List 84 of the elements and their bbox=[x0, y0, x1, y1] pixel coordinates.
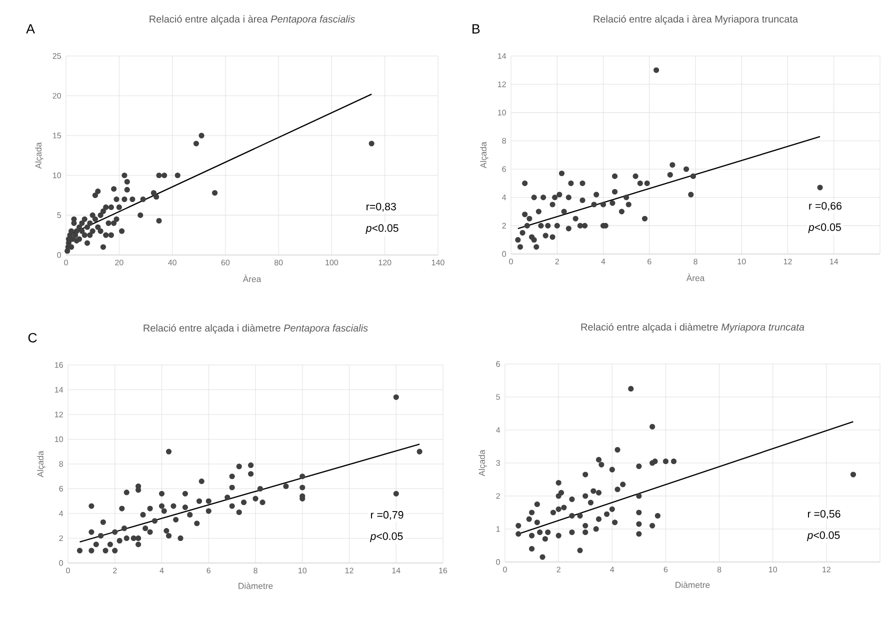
y-tick-label: 4 bbox=[59, 510, 64, 516]
annotation: p<0.05 bbox=[808, 223, 841, 234]
x-tick-label: 20 bbox=[115, 260, 124, 266]
y-tick-label: 6 bbox=[59, 486, 63, 492]
x-tick-label: 40 bbox=[168, 260, 176, 266]
x-tick-label: 120 bbox=[378, 260, 392, 266]
y-tick-label: 0 bbox=[496, 559, 500, 565]
y-tick-label: 6 bbox=[496, 361, 500, 367]
x-tick-label: 6 bbox=[664, 566, 668, 572]
y-tick-label: 5 bbox=[57, 212, 61, 218]
y-tick-label: 2 bbox=[496, 493, 500, 499]
x-tick-label: 14 bbox=[392, 568, 400, 574]
x-tick-label: 60 bbox=[221, 260, 230, 266]
y-tick-label: 15 bbox=[53, 132, 61, 138]
chart-title: Relació entre alçada i diàmetre Myriapora truncata bbox=[581, 323, 804, 333]
y-tick-label: 20 bbox=[52, 92, 61, 99]
x-tick-label: 0 bbox=[509, 258, 513, 264]
x-tick-label: 4 bbox=[601, 258, 606, 264]
y-tick-label: 8 bbox=[59, 461, 63, 467]
y-tick-label: 4 bbox=[502, 194, 506, 200]
annotation: p<0.05 bbox=[366, 224, 398, 234]
y-axis-title: Alçada bbox=[480, 142, 488, 168]
y-tick-label: 8 bbox=[502, 138, 506, 144]
y-tick-label: 10 bbox=[55, 436, 63, 442]
chart-title: Relació entre alçada i àrea Myriapora truncata bbox=[594, 15, 798, 25]
y-axis-title: Alçada bbox=[35, 142, 44, 169]
chart-title: Relació entre alçada i àrea Pentapora fascialis bbox=[150, 15, 355, 25]
y-tick-label: 10 bbox=[53, 172, 61, 178]
y-tick-label: 2 bbox=[502, 222, 506, 228]
x-axis-title: Àrea bbox=[242, 274, 262, 282]
x-tick-label: 100 bbox=[326, 260, 338, 266]
y-tick-label: 12 bbox=[498, 81, 506, 88]
x-tick-label: 140 bbox=[432, 260, 444, 266]
y-tick-label: 2 bbox=[59, 535, 63, 542]
y-tick-label: 16 bbox=[55, 362, 63, 368]
y-tick-label: 1 bbox=[496, 526, 500, 532]
x-tick-label: 12 bbox=[822, 566, 830, 572]
x-tick-label: 10 bbox=[298, 568, 307, 574]
x-tick-label: 6 bbox=[648, 258, 652, 264]
annotation: r =0,56 bbox=[808, 510, 840, 519]
x-tick-label: 0 bbox=[66, 568, 70, 574]
y-tick-label: 0 bbox=[59, 560, 63, 566]
x-tick-label: 2 bbox=[556, 566, 560, 572]
y-axis-title: Alçada bbox=[37, 450, 46, 478]
text: B bbox=[472, 24, 480, 34]
x-tick-label: 10 bbox=[769, 566, 777, 572]
y-tick-label: 10 bbox=[498, 110, 506, 116]
x-tick-label: 14 bbox=[830, 258, 838, 264]
y-tick-label: 14 bbox=[498, 53, 506, 59]
annotation: r =0,79 bbox=[370, 511, 404, 520]
x-tick-label: 0 bbox=[64, 260, 68, 266]
x-tick-label: 2 bbox=[555, 258, 559, 264]
y-tick-label: 3 bbox=[496, 460, 500, 466]
x-tick-label: 8 bbox=[694, 258, 698, 264]
y-tick-label: 6 bbox=[502, 166, 506, 172]
y-tick-label: 5 bbox=[496, 394, 500, 400]
text: C bbox=[28, 333, 37, 342]
x-axis-title: Àrea bbox=[686, 274, 705, 282]
annotation: r =0,66 bbox=[809, 202, 842, 211]
x-tick-label: 16 bbox=[439, 568, 448, 574]
annotation: p<0.05 bbox=[806, 531, 840, 542]
x-tick-label: 4 bbox=[160, 568, 164, 574]
x-tick-label: 8 bbox=[717, 566, 722, 572]
x-tick-label: 12 bbox=[345, 568, 354, 574]
x-tick-label: 8 bbox=[254, 568, 258, 574]
text: A bbox=[26, 24, 35, 34]
y-tick-label: 0 bbox=[57, 252, 61, 258]
chart-title: Relació entre alçada i diàmetre Pentapora fascialis bbox=[144, 324, 368, 334]
y-tick-label: 0 bbox=[502, 251, 506, 257]
y-tick-label: 12 bbox=[55, 412, 63, 418]
x-axis-title: Diàmetre bbox=[676, 582, 710, 588]
y-tick-label: 14 bbox=[55, 386, 64, 392]
x-tick-label: 6 bbox=[206, 568, 211, 574]
y-tick-label: 4 bbox=[496, 427, 500, 433]
x-tick-label: 4 bbox=[610, 566, 614, 572]
x-tick-label: 80 bbox=[274, 260, 283, 266]
x-tick-label: 10 bbox=[738, 258, 746, 264]
annotation: r=0,83 bbox=[366, 202, 396, 212]
x-tick-label: 12 bbox=[784, 258, 792, 264]
x-tick-label: 2 bbox=[113, 568, 117, 574]
x-axis-title: Diàmetre bbox=[238, 582, 273, 589]
y-axis-title: Alçada bbox=[478, 450, 487, 476]
annotation: p<0.05 bbox=[370, 532, 403, 542]
y-tick-label: 25 bbox=[52, 53, 61, 59]
